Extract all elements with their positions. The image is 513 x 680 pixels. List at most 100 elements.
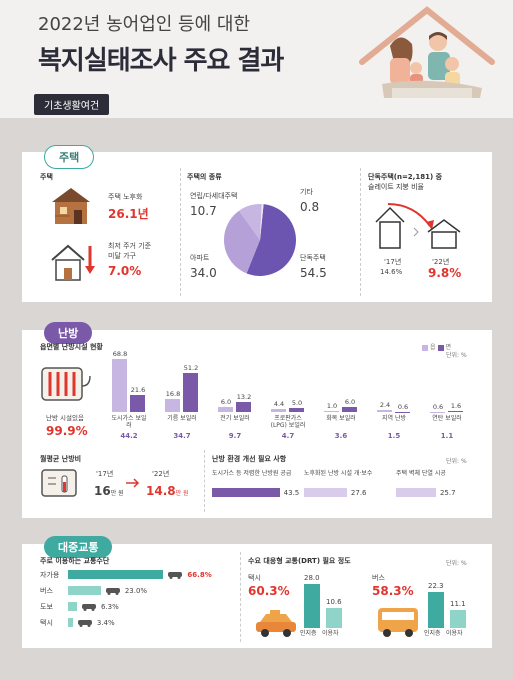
mode-bar	[68, 586, 101, 595]
heating-panel	[22, 330, 492, 518]
heating-pill: 난방	[44, 322, 93, 344]
min-standard-label-1: 최저 주거 기준	[108, 242, 152, 250]
bar-total-label: 34.7	[173, 432, 191, 440]
drt-bus-x-1: 인지층	[424, 630, 441, 637]
type-value-other: 0.8	[300, 200, 320, 214]
drt-bus-x-2: 이용자	[446, 630, 463, 637]
thermostat-icon	[41, 469, 77, 497]
bar-value-label: 4.4	[273, 399, 285, 408]
min-standard-value: 7.0%	[108, 264, 142, 278]
transport-pill: 대중교통	[44, 536, 113, 558]
drt-taxi-value: 60.3%	[248, 584, 290, 598]
bus-icon	[105, 585, 121, 598]
needs-value: 25.7	[439, 489, 456, 497]
slate-year-2: '22년	[432, 258, 450, 266]
slate-section-title-2: 슬레이트 지붕 비율	[368, 183, 424, 191]
needs-item-label: 노후화된 난방 시설 개·보수	[304, 470, 373, 477]
divider	[204, 450, 205, 512]
type-value-apartment: 34.0	[190, 266, 217, 280]
housing-pill: 주택	[44, 145, 95, 169]
needs-title: 난방 환경 개선 필요 사항	[212, 455, 287, 463]
pie-slice-other	[260, 204, 264, 240]
bar-total-label: 3.6	[334, 432, 348, 440]
mode-label: 자가용	[40, 571, 60, 579]
drt-bus-b-value: 11.1	[450, 600, 466, 608]
min-standard-label-2: 미달 가구	[108, 252, 136, 260]
cost-year-1: '17년	[96, 470, 114, 478]
mode-value: 3.4%	[96, 619, 115, 627]
house-type-pie	[224, 204, 296, 276]
drt-taxi-a-value: 28.0	[304, 574, 320, 582]
mode-value: 23.0%	[124, 587, 148, 595]
subtitle-badge: 기초생활여건	[34, 94, 110, 115]
mode-bar	[68, 570, 164, 579]
needs-bar	[396, 488, 436, 497]
old-house-value: 26.1년	[108, 207, 149, 221]
mode-bar	[68, 618, 73, 627]
bar-category-label: 지역 난방	[382, 415, 406, 422]
pie-slice-rowhouse	[239, 204, 262, 240]
drt-bus-b-bar	[450, 610, 466, 628]
drt-taxi-b-bar	[326, 608, 342, 628]
slate-section-title-1: 단독주택(n=2,181) 중	[368, 173, 443, 181]
taxi-icon	[256, 610, 296, 637]
bar-value-label: 16.8	[165, 390, 181, 399]
bar-eup-0	[112, 358, 127, 412]
old-house-label: 주택 노후화	[108, 193, 143, 201]
modes-title: 주로 이용하는 교통수단	[40, 557, 110, 565]
divider	[360, 168, 361, 296]
drt-taxi-label: 택시	[248, 574, 261, 582]
type-label-apartment: 아파트	[190, 254, 210, 262]
needs-bar	[212, 488, 280, 497]
housing-section-title: 주택	[40, 173, 53, 181]
family-illustration	[359, 6, 495, 98]
cost-value-1: 16	[94, 484, 111, 498]
needs-item-label: 주택 벽체 단열 시공	[396, 470, 446, 477]
bar-value-label: 6.0	[344, 398, 356, 407]
bar-myeon-1	[183, 372, 198, 412]
slate-roof-icon	[375, 203, 461, 249]
type-value-rowhouse: 10.7	[190, 204, 217, 218]
bar-category-label: 연탄 보일러	[432, 415, 462, 422]
house-down-arrow-icon	[51, 244, 95, 281]
bar-eup-1	[165, 399, 180, 412]
taxi-icon	[77, 617, 93, 630]
drt-taxi-a-bar	[304, 584, 320, 628]
mode-label: 택시	[40, 619, 53, 627]
drt-bus-value: 58.3%	[372, 584, 414, 598]
heating-unit: 단위: %	[446, 352, 467, 359]
mode-label: 도보	[40, 603, 53, 611]
bar-value-label: 1.0	[326, 402, 338, 411]
bar-total-label: 9.7	[228, 432, 242, 440]
bar-category-label: 도시가스 보일러	[111, 415, 147, 430]
drt-taxi-x-2: 이용자	[322, 630, 339, 637]
house-brick-icon	[52, 188, 90, 224]
bar-total-label: 1.1	[440, 432, 454, 440]
cost-value-1-wrap: 16만 원	[94, 480, 124, 499]
mode-value: 66.8%	[187, 571, 212, 579]
drt-taxi-b-value: 10.6	[326, 598, 342, 606]
needs-value: 27.6	[350, 489, 367, 497]
cost-unit-1: 만 원	[110, 490, 124, 497]
cost-year-2: '22년	[152, 470, 170, 478]
divider	[240, 552, 241, 642]
drt-bus-label: 버스	[372, 574, 385, 582]
heating-rate-value: 99.9%	[46, 424, 88, 438]
bar-value-label: 5.0	[291, 399, 303, 408]
bar-category-label: 프로판가스 (LPG) 보일러	[270, 415, 306, 430]
bar-value-label: 1.6	[450, 401, 462, 410]
needs-bar-chart: 도시가스 등 저렴한 난방원 공급 43.5 노후화된 난방 시설 개·보수 27.6…	[212, 470, 482, 510]
bar-value-label: 68.8	[112, 349, 128, 358]
bar-category-label: 화목 보일러	[326, 415, 356, 422]
bar-eup-4	[324, 411, 339, 412]
bar-total-label: 1.5	[387, 432, 401, 440]
bar-value-label: 0.6	[397, 402, 409, 411]
bar-value-label: 21.6	[130, 386, 146, 395]
radiator-icon	[41, 367, 91, 401]
drt-taxi-x-1: 인지층	[300, 630, 317, 637]
bar-total-label: 44.2	[120, 432, 138, 440]
bar-myeon-6	[448, 410, 463, 412]
bar-category-label: 기름 보일러	[167, 415, 197, 422]
needs-unit: 단위: %	[446, 458, 467, 465]
